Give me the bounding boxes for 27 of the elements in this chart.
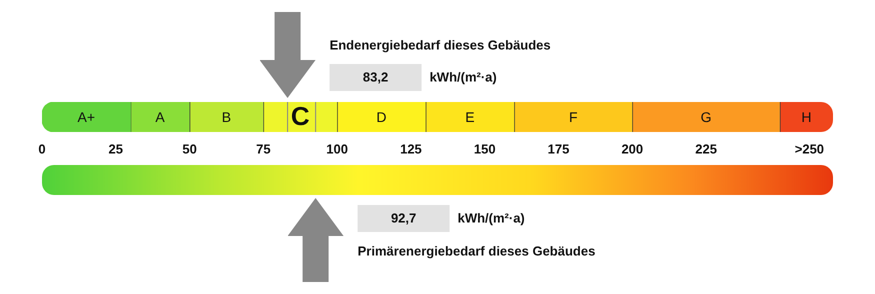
x-tick-label: 125 [400, 142, 422, 157]
text: Primärenergiebedarf dieses Gebäudes [358, 244, 596, 259]
text: kWh/(m²·a) [458, 210, 525, 226]
x-tick-label: >250 [794, 142, 824, 157]
series-label: H [801, 108, 812, 125]
series-label: D [376, 108, 386, 125]
series-label: F [568, 108, 578, 125]
x-tick-label: 0 [38, 142, 46, 157]
bar [42, 102, 131, 132]
series-label: C [290, 101, 310, 132]
series-label: G [700, 108, 712, 125]
x-tick-label: 75 [256, 142, 271, 157]
series-label: B [222, 108, 232, 125]
series-label: E [465, 108, 475, 125]
x-tick-label: 50 [182, 142, 197, 157]
series-label: A+ [78, 108, 96, 125]
x-tick-label: 25 [108, 142, 124, 157]
text: Endenergiebedarf dieses Gebäudes [330, 38, 551, 53]
series-label: A [155, 108, 166, 125]
x-tick-label: 175 [548, 142, 570, 157]
text: 83,2 [362, 70, 388, 85]
x-tick-label: 200 [621, 142, 644, 157]
text: kWh/(m²·a) [430, 70, 497, 85]
x-tick-label: 225 [695, 142, 717, 157]
x-tick-label: 100 [326, 142, 348, 157]
x-tick-label: 150 [474, 142, 496, 157]
text: 92,7 [390, 210, 416, 226]
